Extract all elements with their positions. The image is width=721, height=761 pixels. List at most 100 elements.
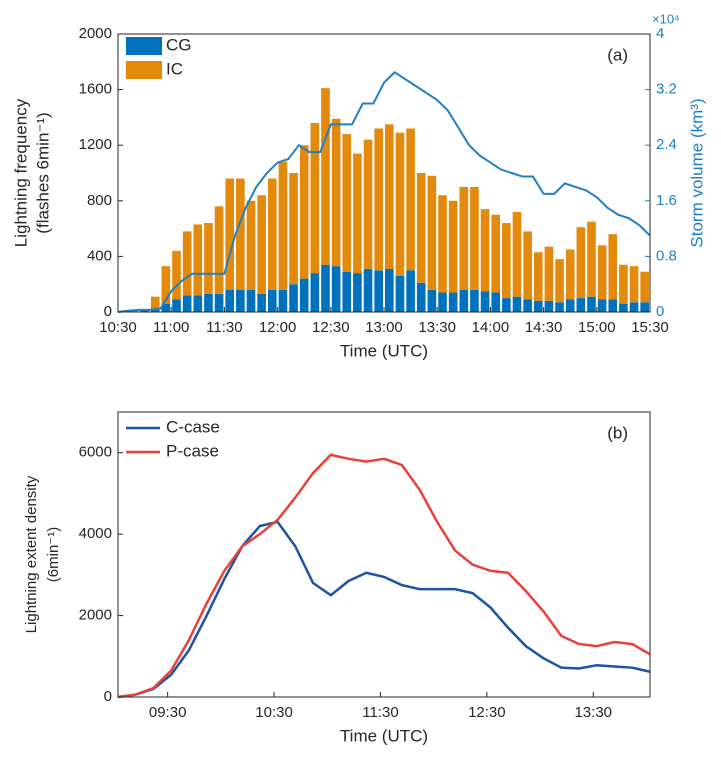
line	[118, 522, 650, 697]
x-tick-label: 11:00	[153, 319, 189, 336]
bar	[459, 290, 468, 312]
y-tick-label: 0	[104, 688, 112, 705]
bar	[321, 88, 330, 265]
bar	[268, 179, 277, 290]
bar	[523, 231, 532, 299]
bar	[587, 297, 596, 312]
bar	[523, 299, 532, 312]
bar	[236, 179, 245, 290]
bar	[491, 215, 500, 293]
y-tick-label: 6000	[79, 444, 112, 461]
y-axis-label: (6min⁻¹)	[45, 527, 62, 582]
bar	[396, 133, 405, 276]
y-tick-label: 1200	[79, 136, 112, 153]
bar	[640, 302, 649, 312]
bar	[268, 290, 277, 312]
x-tick-label: 13:30	[574, 704, 612, 721]
bar	[406, 270, 415, 312]
legend-label: IC	[166, 59, 183, 78]
bar	[502, 223, 511, 298]
bar	[385, 124, 394, 269]
x-tick-label: 14:00	[472, 319, 510, 336]
bar	[545, 247, 554, 301]
bar	[279, 162, 288, 290]
legend-swatch	[126, 61, 162, 79]
y2-tick-label: 3.2	[656, 81, 677, 98]
x-tick-label: 13:00	[365, 319, 403, 336]
bar	[193, 224, 202, 295]
x-tick-label: 11:30	[362, 704, 398, 721]
bar	[608, 234, 617, 299]
bar	[598, 245, 607, 299]
bar	[311, 123, 320, 273]
bar	[481, 209, 490, 291]
bar	[438, 293, 447, 312]
bar	[534, 252, 543, 301]
y-axis-label: Lightning extent density	[23, 475, 40, 633]
bar	[555, 259, 564, 302]
y2-tick-label: 1.6	[656, 192, 677, 209]
bar	[438, 195, 447, 292]
y-tick-label: 0	[104, 303, 112, 320]
bar	[247, 201, 256, 290]
bar	[374, 270, 383, 312]
bar	[470, 187, 479, 290]
y-tick-label: 1600	[79, 81, 112, 98]
bar	[364, 269, 373, 312]
bar	[342, 272, 351, 312]
annotation: (a)	[607, 45, 628, 64]
annotation: (b)	[607, 423, 628, 442]
bar	[608, 299, 617, 312]
bar	[481, 291, 490, 312]
x-tick-label: 11:30	[206, 319, 242, 336]
x-tick-label: 15:30	[631, 319, 669, 336]
bar	[193, 295, 202, 312]
bar	[151, 297, 160, 310]
bar	[300, 145, 309, 278]
bar	[555, 302, 564, 312]
bar	[534, 301, 543, 312]
bar	[428, 290, 437, 312]
y-tick-label: 800	[87, 192, 112, 209]
y2-tick-label: 4	[656, 25, 664, 42]
y2-exponent-label: ×10⁴	[652, 11, 680, 26]
x-tick-label: 12:00	[259, 319, 297, 336]
bar	[396, 276, 405, 312]
x-tick-label: 13:30	[418, 319, 456, 336]
bar	[257, 195, 266, 294]
y2-tick-label: 2.4	[656, 136, 677, 153]
bar	[311, 273, 320, 312]
y-tick-label: 400	[87, 247, 112, 264]
bar	[513, 212, 522, 297]
y-tick-label: 2000	[79, 25, 112, 42]
bar	[619, 304, 628, 312]
bar	[215, 206, 224, 294]
x-axis-label: Time (UTC)	[340, 726, 428, 745]
bar	[257, 294, 266, 312]
bar	[577, 227, 586, 298]
x-tick-label: 12:30	[312, 319, 350, 336]
bar	[289, 284, 298, 312]
y-tick-label: 2000	[79, 607, 112, 624]
bar	[364, 140, 373, 269]
bar	[406, 129, 415, 271]
legend-label: C-case	[166, 417, 220, 436]
y2-tick-label: 0	[656, 303, 664, 320]
legend-swatch	[126, 37, 162, 55]
bar	[491, 293, 500, 312]
bar	[321, 265, 330, 312]
bar	[247, 290, 256, 312]
legend-label: CG	[166, 35, 192, 54]
bar	[374, 129, 383, 271]
bar	[417, 173, 426, 283]
bar	[183, 295, 192, 312]
legend-label: P-case	[166, 441, 219, 460]
bar	[172, 299, 181, 312]
x-tick-label: 15:00	[578, 319, 616, 336]
bar	[417, 283, 426, 312]
x-tick-label: 14:30	[525, 319, 563, 336]
bar	[385, 269, 394, 312]
bar	[619, 265, 628, 304]
